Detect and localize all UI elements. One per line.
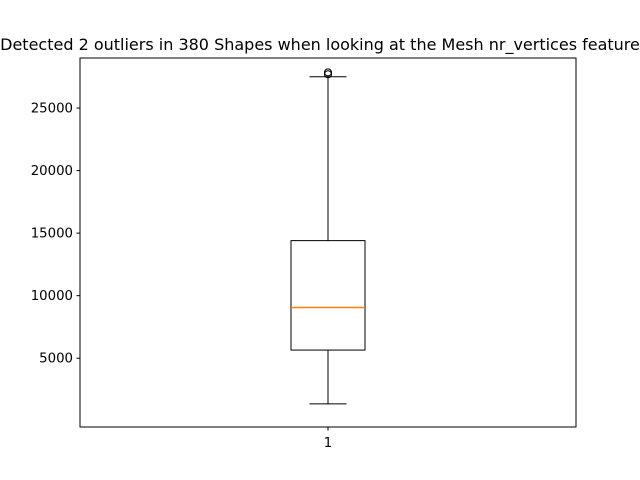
y-tick-label: 20000	[31, 164, 73, 179]
outlier-point-2	[324, 68, 332, 77]
plot-area: 5000 10000 15000 20000 25000 1	[31, 68, 366, 451]
y-tick-label: 25000	[31, 102, 73, 117]
y-tick-label: 5000	[39, 352, 73, 367]
axes-frame	[79, 57, 577, 428]
y-tick-label: 10000	[31, 289, 73, 304]
y-tick-label: 15000	[31, 227, 73, 242]
iqr-box	[290, 240, 366, 351]
chart-title: Detected 2 outliers in 380 Shapes when l…	[0, 35, 640, 55]
x-tick-label: 1	[324, 436, 332, 451]
